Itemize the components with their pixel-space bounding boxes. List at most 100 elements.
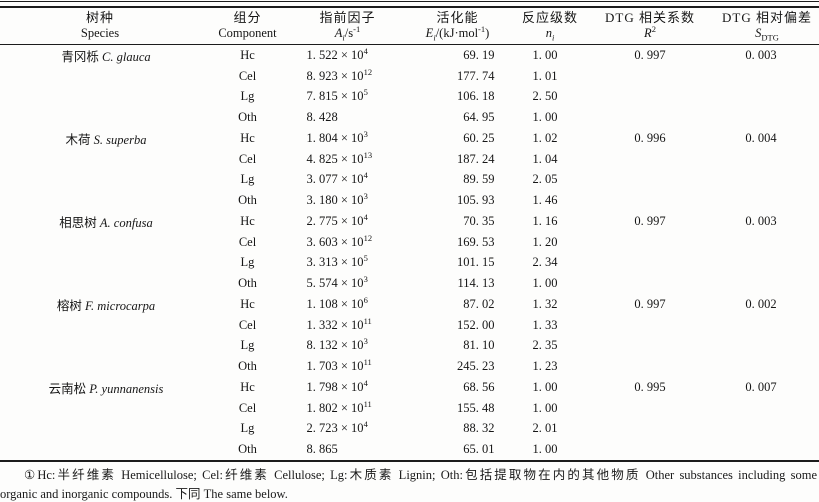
- pre-exponential-value: 1. 703 × 1011: [306, 356, 372, 374]
- r2-cell: [585, 253, 715, 274]
- species-cell: [0, 336, 200, 357]
- component-cell: Cel: [238, 234, 257, 249]
- table-row: Cel 1. 802 × 1011 155. 48 1. 00: [0, 398, 819, 419]
- species-name: 青冈栎 C. glauca: [61, 49, 151, 64]
- species-name: 榕树 F. microcarpa: [56, 298, 156, 313]
- sdtg-cell: [715, 253, 819, 274]
- reaction-order-cell: 2. 50: [532, 89, 558, 104]
- col-header-component: 组分 Component: [200, 7, 295, 45]
- activation-energy-value: 89. 59: [463, 172, 495, 187]
- r2-cell: [585, 232, 715, 253]
- species-name: 云南松 P. yunnanensis: [48, 381, 164, 396]
- component-cell: Cel: [238, 68, 257, 83]
- activation-energy-cell: 89. 59: [400, 170, 515, 191]
- species-cell: [0, 149, 200, 170]
- r2-cell: 0. 996: [634, 130, 666, 145]
- activation-energy-cell: 177. 74: [400, 66, 515, 87]
- reaction-order-cell: 1. 23: [532, 359, 558, 374]
- sdtg-cell: [715, 398, 819, 419]
- species-cell: 木荷 S. superba: [0, 128, 200, 149]
- activation-energy-value: 155. 48: [457, 400, 495, 415]
- col-header-dtg-deviation: DTG 相对偏差 SDTG: [715, 7, 819, 45]
- col-header-dtg-deviation-en: SDTG: [755, 25, 779, 42]
- table-top-double-rule: [0, 1, 819, 8]
- activation-energy-cell: 81. 10: [400, 336, 515, 357]
- species-cell: [0, 315, 200, 336]
- pre-exponential-cell: 1. 703 × 1011: [295, 356, 400, 377]
- species-cell: [0, 356, 200, 377]
- col-header-species: 树种 Species: [0, 7, 200, 45]
- pre-exponential-value: 1. 332 × 1011: [306, 315, 372, 332]
- table-row: Cel 8. 923 × 1012 177. 74 1. 01: [0, 66, 819, 87]
- activation-energy-cell: 187. 24: [400, 149, 515, 170]
- activation-energy-value: 69. 19: [463, 47, 495, 62]
- pre-exponential-cell: 3. 313 × 105: [295, 253, 400, 274]
- col-header-activation-energy: 活化能 Ei/(kJ·mol-1): [400, 7, 515, 45]
- component-cell: Lg: [240, 255, 255, 270]
- sdtg-cell: 0. 004: [745, 130, 777, 145]
- col-header-dtg-deviation-zh: DTG 相对偏差: [722, 9, 812, 25]
- header-row: 树种 Species 组分 Component 指前因子 Ai/s-1 活化能 …: [0, 7, 819, 45]
- reaction-order-cell: 1. 16: [532, 213, 558, 228]
- pre-exponential-value: 7. 815 × 105: [306, 87, 368, 104]
- species-cell: [0, 419, 200, 440]
- pre-exponential-value: 4. 825 × 1013: [306, 149, 373, 166]
- pre-exponential-cell: 3. 180 × 103: [295, 190, 400, 211]
- pre-exponential-cell: 8. 923 × 1012: [295, 66, 400, 87]
- component-cell: Lg: [240, 338, 255, 353]
- footnote-line-2: organic and inorganic compounds. 下同 The …: [0, 486, 288, 501]
- sdtg-cell: [715, 170, 819, 191]
- pre-exponential-cell: 2. 775 × 104: [295, 211, 400, 232]
- r2-cell: [585, 149, 715, 170]
- species-cell: 相思树 A. confusa: [0, 211, 200, 232]
- component-cell: Hc: [240, 47, 255, 62]
- component-cell: Lg: [240, 421, 255, 436]
- sdtg-cell: [715, 190, 819, 211]
- pre-exponential-cell: 1. 522 × 104: [295, 45, 400, 66]
- component-cell: Lg: [240, 172, 255, 187]
- pre-exponential-cell: 1. 798 × 104: [295, 377, 400, 398]
- table-row: 榕树 F. microcarpa Hc 1. 108 × 106 87. 02 …: [0, 294, 819, 315]
- activation-energy-cell: 114. 13: [400, 273, 515, 294]
- activation-energy-value: 105. 93: [457, 193, 495, 208]
- species-name: 木荷 S. superba: [65, 132, 147, 147]
- reaction-order-cell: 1. 04: [532, 151, 558, 166]
- species-cell: [0, 190, 200, 211]
- pre-exponential-value: 1. 804 × 103: [306, 128, 368, 145]
- r2-cell: [585, 315, 715, 336]
- table-row: Lg 3. 313 × 105 101. 15 2. 34: [0, 253, 819, 274]
- pre-exponential-cell: 1. 804 × 103: [295, 128, 400, 149]
- reaction-order-cell: 2. 34: [532, 255, 558, 270]
- pre-exponential-value: 3. 180 × 103: [306, 190, 368, 208]
- footnote: ①Hc:半纤维素 Hemicellulose; Cel:纤维素 Cellulos…: [0, 466, 819, 502]
- reaction-order-cell: 1. 00: [532, 400, 558, 415]
- col-header-reaction-order-zh: 反应级数: [521, 9, 578, 25]
- pre-exponential-value: 1. 802 × 1011: [306, 398, 372, 415]
- species-name: 相思树 A. confusa: [59, 215, 153, 230]
- r2-cell: [585, 398, 715, 419]
- species-cell: 榕树 F. microcarpa: [0, 294, 200, 315]
- r2-cell: 0. 997: [634, 296, 666, 311]
- activation-energy-value: 152. 00: [457, 317, 495, 332]
- pre-exponential-cell: 8. 132 × 103: [295, 336, 400, 357]
- r2-cell: [585, 356, 715, 377]
- sdtg-cell: [715, 149, 819, 170]
- activation-energy-cell: 169. 53: [400, 232, 515, 253]
- component-cell: Hc: [240, 130, 255, 145]
- table-row: Cel 4. 825 × 1013 187. 24 1. 04: [0, 149, 819, 170]
- activation-energy-value: 114. 13: [457, 276, 495, 291]
- pre-exponential-value: 1. 798 × 104: [306, 377, 368, 394]
- sdtg-cell: 0. 002: [745, 296, 777, 311]
- r2-cell: [585, 170, 715, 191]
- reaction-order-cell: 1. 02: [532, 130, 558, 145]
- reaction-order-cell: 2. 05: [532, 172, 558, 187]
- table-row: 相思树 A. confusa Hc 2. 775 × 104 70. 35 1.…: [0, 211, 819, 232]
- table-row: Oth 5. 574 × 103 114. 13 1. 00: [0, 273, 819, 294]
- col-header-species-en: Species: [80, 25, 120, 40]
- pre-exponential-cell: 1. 802 × 1011: [295, 398, 400, 419]
- species-cell: [0, 273, 200, 294]
- table-row: Oth 8. 865 65. 01 1. 00: [0, 439, 819, 462]
- col-header-dtg-correlation: DTG 相关系数 R2: [585, 7, 715, 45]
- col-header-dtg-correlation-en: R2: [644, 23, 656, 40]
- pre-exponential-value: 8. 923 × 1012: [306, 66, 373, 83]
